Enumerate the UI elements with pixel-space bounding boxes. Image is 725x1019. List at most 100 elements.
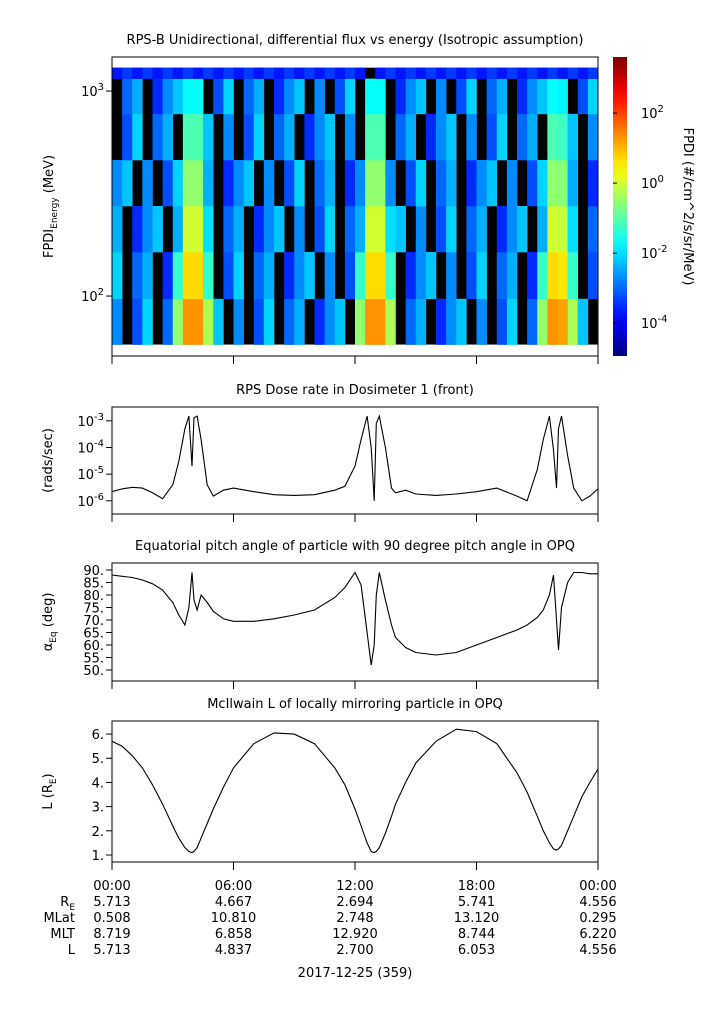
heatmap-cell [122, 159, 133, 207]
heatmap-cell [587, 252, 599, 300]
y-tick-label: 60. [83, 639, 104, 654]
heatmap-cell [344, 205, 356, 253]
heatmap-cell [162, 78, 174, 115]
heatmap-cell [304, 252, 315, 300]
y-tick-label: 75. [83, 602, 104, 617]
heatmap-cell [355, 252, 366, 300]
heatmap-cell [587, 159, 599, 207]
heatmap-cell [557, 67, 568, 79]
heatmap-cell [436, 113, 447, 161]
heatmap-cell [527, 159, 538, 207]
heatmap-cell [567, 205, 579, 253]
heatmap-cell [233, 298, 244, 345]
heatmap-cell [263, 298, 275, 345]
heatmap-cell [385, 67, 396, 79]
heatmap-cell [577, 298, 589, 345]
heatmap-cell [476, 298, 487, 345]
y-axis-label-sub: E [49, 778, 59, 784]
ephemeris-value: 6.858 [215, 927, 252, 942]
heatmap-cell [112, 205, 123, 253]
heatmap-cell [122, 67, 133, 79]
x-tick-label: 00:00 [579, 879, 616, 894]
heatmap-cell [567, 252, 579, 300]
heatmap-cell [365, 205, 376, 253]
heatmap-cell [557, 78, 568, 115]
heatmap-cell [324, 205, 336, 253]
y-tick-label: 85. [83, 577, 104, 592]
heatmap-cell [172, 298, 184, 345]
heatmap-cell [476, 252, 487, 300]
heatmap-cell [506, 205, 518, 253]
heatmap-cell [132, 298, 143, 345]
heatmap-cell [587, 205, 599, 253]
heatmap-cell [334, 78, 346, 115]
heatmap-cell [476, 159, 487, 207]
heatmap-cell [415, 205, 427, 253]
heatmap-cell [162, 159, 174, 207]
colorbar-tick-label: 102 [641, 104, 664, 122]
heatmap-cell [496, 298, 508, 345]
heatmap-cell [395, 113, 406, 161]
heatmap-cell [375, 159, 386, 207]
heatmap-cell [223, 78, 234, 115]
x-tick-label: 00:00 [93, 879, 130, 894]
heatmap-cell [233, 205, 244, 253]
heatmap-cell [263, 159, 275, 207]
ephemeris-value: 6.220 [579, 927, 616, 942]
heatmap-cell [243, 113, 255, 161]
heatmap-cell [527, 78, 538, 115]
heatmap-cell [253, 205, 265, 253]
y-axis-label-main: FPDI [42, 229, 57, 258]
heatmap-cell [172, 159, 184, 207]
heatmap-cell [243, 159, 255, 207]
heatmap-cell [527, 113, 538, 161]
ephemeris-label: MLat [43, 911, 75, 926]
heatmap-cell [213, 298, 224, 345]
heatmap-cell [223, 252, 234, 300]
heatmap-cell [506, 252, 518, 300]
ephemeris-value: 4.556 [579, 943, 616, 958]
heatmap-cell [375, 205, 386, 253]
heatmap-cell [395, 67, 406, 79]
heatmap-cell [405, 78, 417, 115]
heatmap-cell [365, 78, 376, 115]
ephemeris-value: 12.920 [332, 927, 378, 942]
heatmap-cell [182, 159, 194, 207]
heatmap-cell [547, 113, 558, 161]
heatmap-cell [182, 205, 194, 253]
heatmap-cell [193, 298, 204, 345]
heatmap-cell [506, 159, 518, 207]
heatmap-cell [405, 298, 417, 345]
heatmap-cell [344, 78, 356, 115]
heatmap-cell [263, 205, 275, 253]
heatmap-cell [587, 78, 599, 115]
heatmap-cell [162, 113, 174, 161]
heatmap-cell [567, 67, 579, 79]
ephemeris-value: 10.810 [211, 911, 257, 926]
ephemeris-label: MLT [50, 927, 75, 942]
heatmap-cell [355, 67, 366, 79]
heatmap-cell [496, 252, 508, 300]
x-tick-label: 06:00 [215, 879, 252, 894]
heatmap-cell [162, 252, 174, 300]
heatmap-cell [274, 78, 285, 115]
heatmap-cell [324, 298, 336, 345]
heatmap-cell [112, 252, 123, 300]
heatmap-cell [324, 67, 336, 79]
heatmap-cell [436, 298, 447, 345]
heatmap-cell [365, 113, 376, 161]
heatmap-cell [304, 67, 315, 79]
heatmap-cell [294, 78, 305, 115]
y-tick-label: 1. [92, 849, 104, 864]
heatmap-cell [152, 113, 163, 161]
heatmap-cell [132, 113, 143, 161]
heatmap-cell [375, 298, 386, 345]
heatmap-cell [284, 159, 295, 207]
x-tick-label: 12:00 [336, 879, 373, 894]
heatmap-cell [415, 252, 427, 300]
heatmap-cell [527, 298, 538, 345]
heatmap-cell [446, 252, 457, 300]
colorbar [613, 57, 627, 356]
colorbar-label: FPDI (#/cm^2/s/sr/MeV) [680, 128, 695, 286]
